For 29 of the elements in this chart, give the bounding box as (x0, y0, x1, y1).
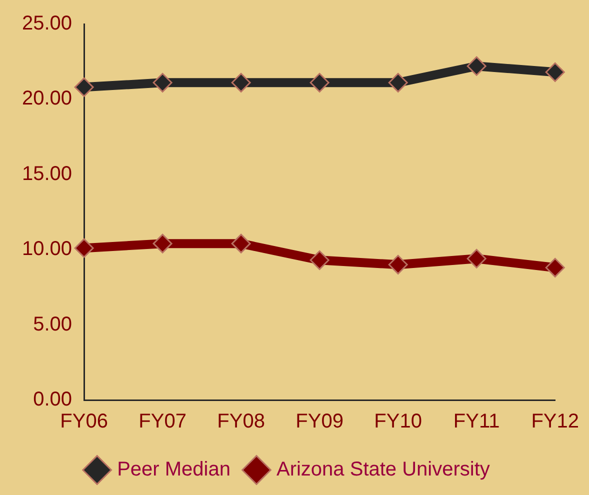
point (466, 56, 486, 76)
point (152, 72, 172, 92)
y-tick-label: 20.00 (22, 88, 72, 110)
point (388, 254, 408, 274)
point (74, 238, 94, 258)
point (231, 72, 251, 92)
y-tick-label: 0.00 (33, 388, 72, 411)
x-tick-label: FY07 (138, 410, 186, 433)
legend-label: Arizona State University (276, 458, 490, 481)
legend-label: Peer Median (117, 458, 230, 481)
point (74, 77, 94, 97)
x-tick-label: FY12 (531, 410, 580, 433)
x-tick-label: FY11 (453, 410, 500, 433)
x-tick-label: FY10 (374, 410, 422, 433)
point (545, 258, 565, 278)
x-tick-label: FY08 (217, 410, 265, 433)
y-tick-label: 15.00 (22, 162, 72, 185)
point (466, 248, 486, 268)
x-tick-label: FY06 (60, 410, 108, 433)
y-tick-label: 25.00 (22, 12, 72, 35)
x-tick-label: FY09 (296, 410, 344, 433)
y-tick-label: 10.00 (22, 238, 72, 260)
point (310, 72, 330, 92)
point (231, 234, 251, 254)
point (545, 62, 565, 82)
point (310, 250, 330, 270)
point (152, 234, 172, 254)
y-tick-label: 5.00 (33, 313, 72, 336)
point (388, 72, 408, 92)
